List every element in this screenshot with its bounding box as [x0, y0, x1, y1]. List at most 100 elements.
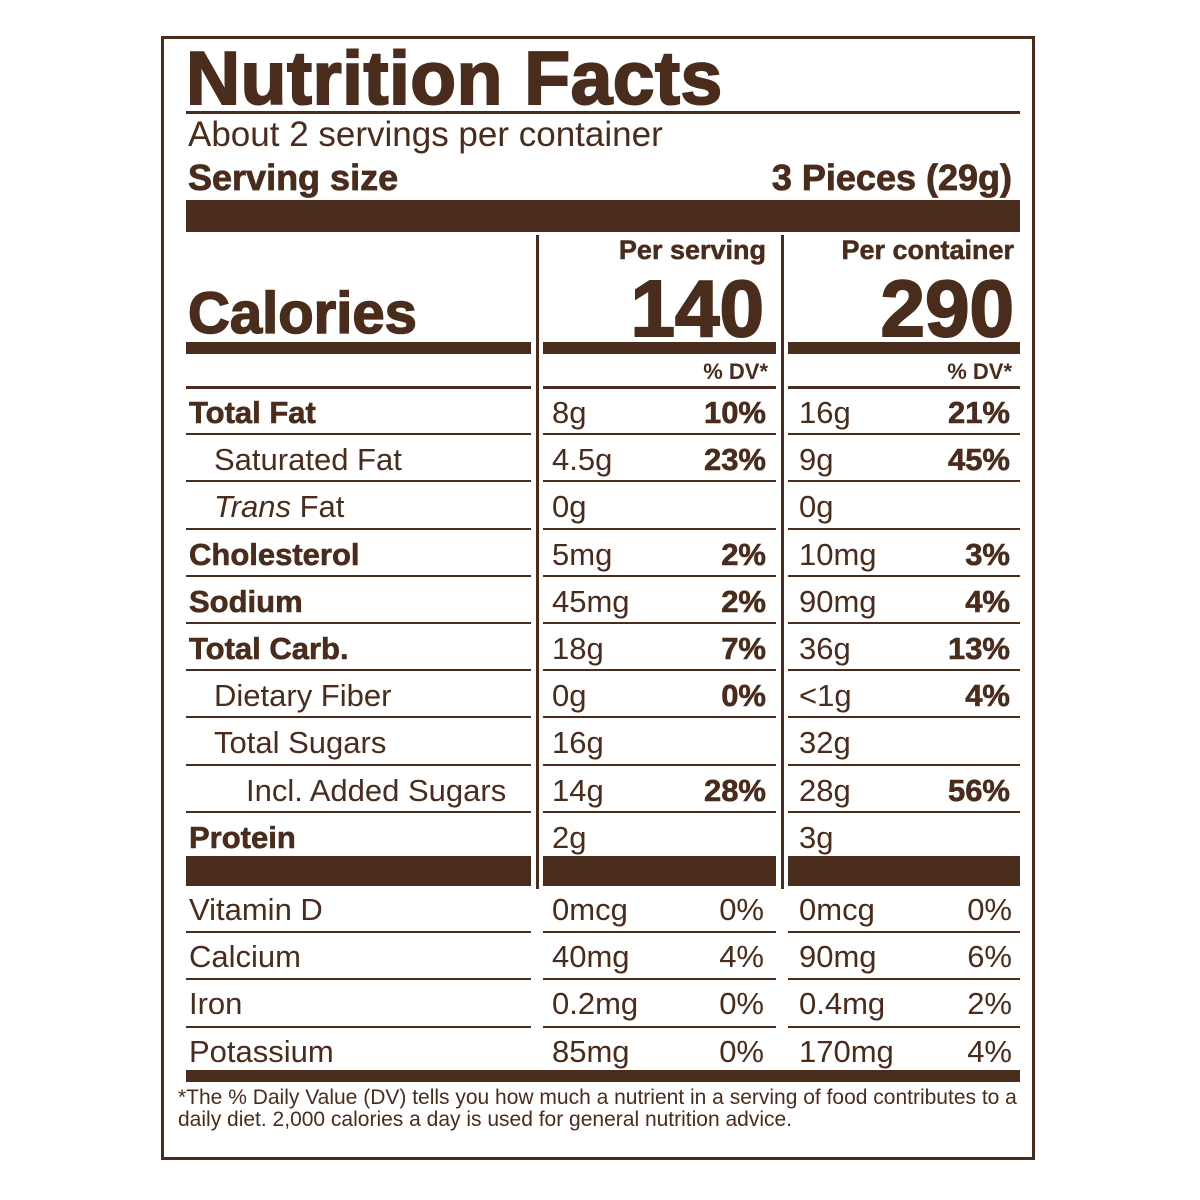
container-amount: 28g [799, 773, 851, 808]
dv-header-serving: % DV* [703, 359, 768, 384]
vitamin-row-divider-container [788, 978, 1020, 980]
vitamin-serving-dv: 4% [719, 939, 764, 974]
container-dv: 4% [965, 584, 1010, 619]
row-divider-name [186, 528, 531, 530]
container-dv: 56% [947, 773, 1011, 808]
vitamin-name: Iron [189, 986, 243, 1021]
serving-amount: 5mg [552, 537, 613, 572]
vitamin-container-dv: 6% [967, 939, 1012, 974]
vitamin-row-divider-name [186, 1026, 531, 1028]
vitamin-container-dv: 0% [967, 892, 1012, 927]
container-amount: 32g [799, 725, 851, 760]
row-divider-container [788, 811, 1020, 813]
container-amount: 36g [799, 631, 851, 666]
vitamin-name: Vitamin D [189, 892, 323, 927]
vitamin-row-divider-serving [543, 931, 776, 933]
nutrient-name: Cholesterol [189, 537, 360, 572]
vitamin-row-divider-container [788, 1026, 1020, 1028]
nutrient-name: Saturated Fat [214, 442, 402, 477]
container-amount: 9g [799, 442, 834, 477]
vitamin-serving-amount: 85mg [552, 1034, 630, 1069]
row-divider-name [186, 433, 531, 435]
vitamin-name: Potassium [189, 1034, 334, 1069]
column-divider-1 [536, 235, 539, 889]
row-divider-name [186, 764, 531, 766]
vitamin-row-divider-serving [543, 978, 776, 980]
row-divider-container [788, 669, 1020, 671]
nutrient-name: Total Sugars [214, 725, 387, 760]
vitamin-row-divider-container [788, 931, 1020, 933]
row-divider-container [788, 480, 1020, 482]
vitamin-serving-dv: 0% [719, 986, 764, 1021]
footnote: *The % Daily Value (DV) tells you how mu… [178, 1086, 1017, 1131]
serving-size-value: 3 Pieces (29g) [771, 157, 1012, 198]
serving-amount: 8g [552, 395, 587, 430]
row-divider-name [186, 386, 531, 389]
calories-per-container: 290 [880, 264, 1015, 353]
calories-per-serving: 140 [630, 264, 765, 353]
serving-amount: 4.5g [552, 442, 613, 477]
row-divider-name [186, 716, 531, 718]
container-dv: 21% [947, 395, 1011, 430]
vitamin-divider-name [186, 856, 531, 886]
row-divider-serving [543, 622, 776, 624]
vitamin-container-amount: 170mg [799, 1034, 894, 1069]
serving-amount: 0g [552, 489, 587, 524]
container-dv: 3% [965, 537, 1010, 572]
column-divider-2 [781, 235, 784, 889]
calories-divider-serving [543, 342, 776, 354]
title-divider [186, 111, 1020, 114]
vitamin-serving-dv: 0% [719, 1034, 764, 1069]
row-divider-name [186, 480, 531, 482]
nutrient-name: Dietary Fiber [214, 678, 392, 713]
calories-label: Calories [187, 281, 417, 346]
vitamin-serving-dv: 0% [719, 892, 764, 927]
container-amount: 16g [799, 395, 851, 430]
container-amount: 3g [799, 820, 834, 855]
row-divider-container [788, 575, 1020, 577]
vitamin-container-amount: 0.4mg [799, 986, 886, 1021]
vitamin-divider-container [788, 856, 1020, 886]
vitamin-serving-amount: 40mg [552, 939, 630, 974]
footnote-divider [186, 1070, 1020, 1082]
serving-dv: 0% [721, 678, 766, 713]
row-divider-serving [543, 480, 776, 482]
per-serving-header: Per serving [618, 235, 767, 265]
row-divider-container [788, 764, 1020, 766]
dv-header-container: % DV* [947, 359, 1012, 384]
row-divider-container [788, 716, 1020, 718]
serving-amount: 16g [552, 725, 604, 760]
vitamin-container-dv: 4% [967, 1034, 1012, 1069]
serving-size-label: Serving size [188, 157, 399, 198]
label-title: Nutrition Facts [185, 36, 723, 120]
row-divider-container [788, 528, 1020, 530]
container-amount: 0g [799, 489, 834, 524]
container-amount: 10mg [799, 537, 877, 572]
container-amount: <1g [799, 678, 852, 713]
nutrient-name: Total Fat [189, 395, 316, 430]
serving-dv: 2% [721, 537, 766, 572]
container-dv: 45% [947, 442, 1011, 477]
vitamin-serving-amount: 0.2mg [552, 986, 639, 1021]
serving-dv: 28% [703, 773, 767, 808]
calories-divider-name [186, 342, 531, 354]
serving-amount: 2g [552, 820, 587, 855]
row-divider-container [788, 622, 1020, 624]
serving-amount: 14g [552, 773, 604, 808]
vitamin-serving-amount: 0mcg [552, 892, 628, 927]
serving-thick-divider [186, 200, 1020, 232]
vitamin-name: Calcium [189, 939, 301, 974]
nutrient-name: Protein [189, 820, 296, 855]
nutrient-name: Sodium [189, 584, 303, 619]
vitamin-row-divider-serving [543, 1026, 776, 1028]
vitamin-container-amount: 90mg [799, 939, 877, 974]
row-divider-serving [543, 386, 776, 389]
serving-dv: 2% [721, 584, 766, 619]
nutrient-name-rest: Fat [290, 489, 345, 524]
container-dv: 13% [947, 631, 1011, 666]
row-divider-serving [543, 764, 776, 766]
row-divider-name [186, 811, 531, 813]
serving-amount: 0g [552, 678, 587, 713]
row-divider-serving [543, 716, 776, 718]
row-divider-serving [543, 433, 776, 435]
